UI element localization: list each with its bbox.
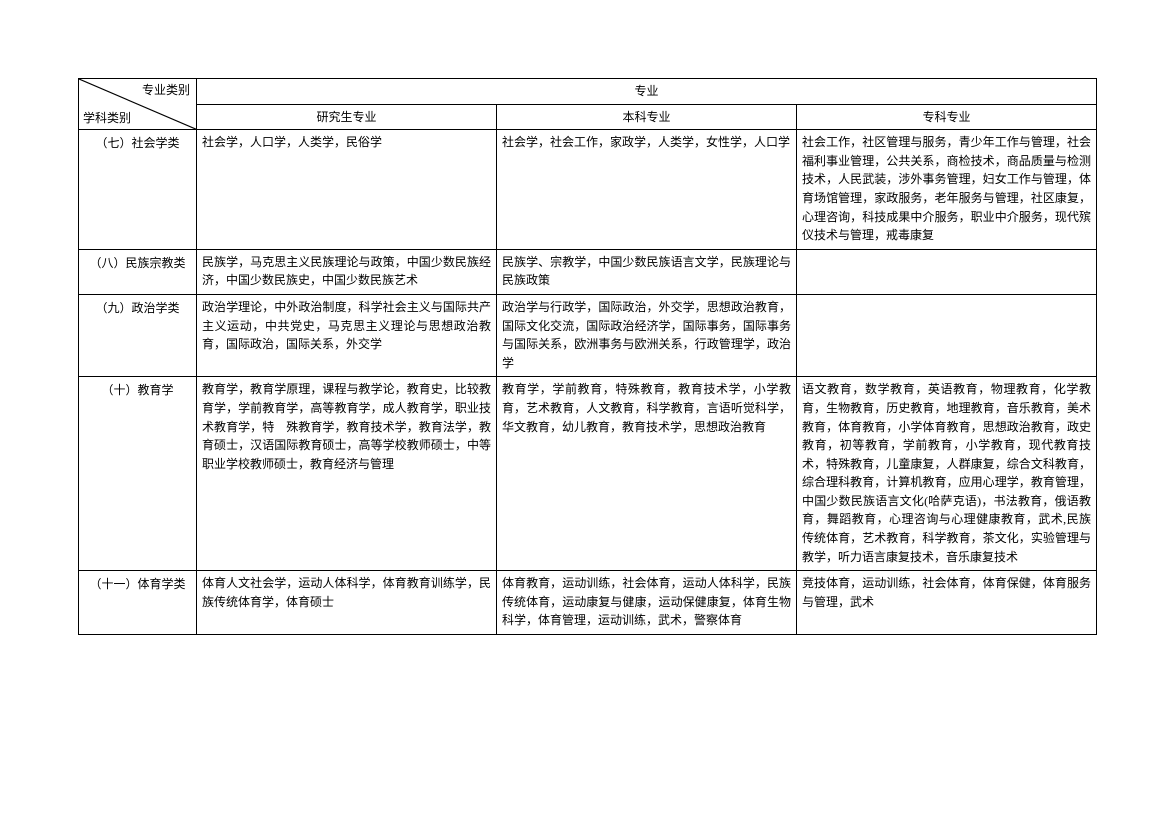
table-header: 专业类别 学科类别 专业 研究生专业 本科专业 专科专业 (79, 79, 1097, 130)
row-category: （九）政治学类 (79, 294, 197, 376)
cell-undergrad: 体育教育，运动训练，社会体育，运动人体科学，民族传统体育，运动康复与健康，运动保… (497, 571, 797, 635)
majors-table: 专业类别 学科类别 专业 研究生专业 本科专业 专科专业 （七）社会学类 社会学… (78, 78, 1097, 635)
header-top-label: 专业类别 (142, 81, 190, 100)
cell-grad: 教育学，教育学原理，课程与教学论，教育史，比较教育学，学前教育学，高等教育学，成… (197, 377, 497, 571)
page: 专业类别 学科类别 专业 研究生专业 本科专业 专科专业 （七）社会学类 社会学… (0, 0, 1170, 635)
header-sub-grad: 研究生专业 (197, 104, 497, 130)
row-category: （八）民族宗教类 (79, 249, 197, 294)
header-group: 专业 (197, 79, 1097, 105)
cell-undergrad: 民族学、宗教学，中国少数民族语言文学，民族理论与民族政策 (497, 249, 797, 294)
cell-undergrad: 社会学，社会工作，家政学，人类学，女性学，人口学 (497, 130, 797, 250)
cell-junior: 社会工作，社区管理与服务，青少年工作与管理，社会福利事业管理，公共关系，商检技术… (797, 130, 1097, 250)
cell-grad: 社会学，人口学，人类学，民俗学 (197, 130, 497, 250)
header-diagonal-cell: 专业类别 学科类别 (79, 79, 197, 130)
cell-grad: 民族学，马克思主义民族理论与政策，中国少数民族经济，中国少数民族史，中国少数民族… (197, 249, 497, 294)
table-row: （十）教育学 教育学，教育学原理，课程与教学论，教育史，比较教育学，学前教育学，… (79, 377, 1097, 571)
header-bottom-label: 学科类别 (83, 109, 131, 128)
cell-junior: 语文教育，数学教育，英语教育，物理教育，化学教育，生物教育，历史教育，地理教育，… (797, 377, 1097, 571)
table-row: （八）民族宗教类 民族学，马克思主义民族理论与政策，中国少数民族经济，中国少数民… (79, 249, 1097, 294)
cell-undergrad: 政治学与行政学，国际政治，外交学，思想政治教育，国际文化交流，国际政治经济学，国… (497, 294, 797, 376)
table-body: （七）社会学类 社会学，人口学，人类学，民俗学 社会学，社会工作，家政学，人类学… (79, 130, 1097, 635)
table-row: （七）社会学类 社会学，人口学，人类学，民俗学 社会学，社会工作，家政学，人类学… (79, 130, 1097, 250)
cell-junior (797, 249, 1097, 294)
table-row: （十一）体育学类 体育人文社会学，运动人体科学，体育教育训练学，民族传统体育学，… (79, 571, 1097, 635)
header-sub-junior: 专科专业 (797, 104, 1097, 130)
cell-undergrad: 教育学，学前教育，特殊教育，教育技术学，小学教育，艺术教育，人文教育，科学教育，… (497, 377, 797, 571)
cell-junior: 竞技体育，运动训练，社会体育，体育保健，体育服务与管理，武术 (797, 571, 1097, 635)
header-sub-undergrad: 本科专业 (497, 104, 797, 130)
table-row: （九）政治学类 政治学理论，中外政治制度，科学社会主义与国际共产主义运动，中共党… (79, 294, 1097, 376)
row-category: （十）教育学 (79, 377, 197, 571)
row-category: （十一）体育学类 (79, 571, 197, 635)
cell-grad: 政治学理论，中外政治制度，科学社会主义与国际共产主义运动，中共党史，马克思主义理… (197, 294, 497, 376)
row-category: （七）社会学类 (79, 130, 197, 250)
cell-grad: 体育人文社会学，运动人体科学，体育教育训练学，民族传统体育学，体育硕士 (197, 571, 497, 635)
cell-junior (797, 294, 1097, 376)
